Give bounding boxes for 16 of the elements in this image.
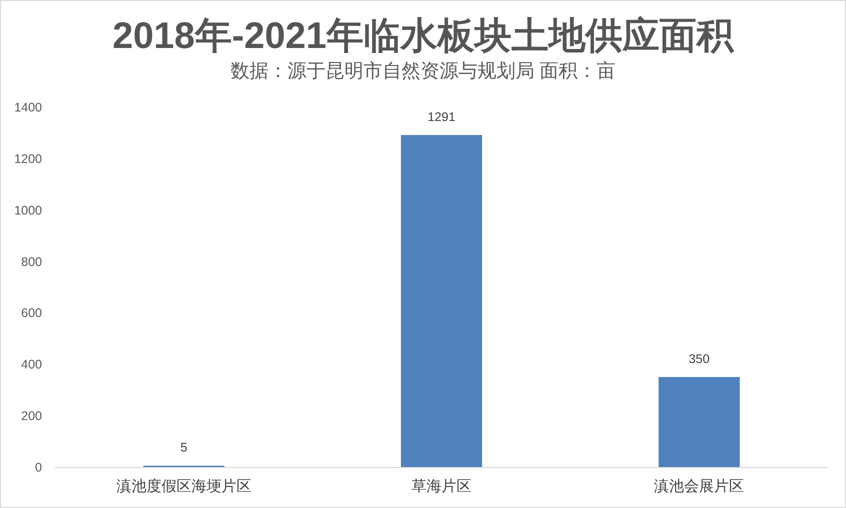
y-tick-label: 600 [21, 306, 42, 320]
x-tick-label: 滇池会展片区 [654, 478, 744, 495]
subtitle: 数据：源于昆明市自然资源与规划局 面积：亩 [230, 61, 616, 82]
x-tick-label: 滇池度假区海埂片区 [116, 478, 252, 495]
data-label: 350 [688, 352, 710, 366]
y-tick-label: 200 [21, 409, 42, 424]
data-label: 1291 [428, 110, 456, 124]
y-tick-label: 1400 [14, 100, 42, 114]
data-label: 5 [180, 440, 188, 455]
y-tick-label: 1200 [14, 152, 42, 166]
y-tick-label: 400 [21, 358, 42, 372]
y-tick-label: 800 [21, 254, 42, 269]
title: 2018年-2021年临水板块土地供应面积 [112, 15, 734, 56]
x-tick-label: 草海片区 [412, 478, 472, 495]
y-tick-label: 1000 [14, 203, 42, 218]
y-tick-label: 0 [35, 460, 42, 474]
